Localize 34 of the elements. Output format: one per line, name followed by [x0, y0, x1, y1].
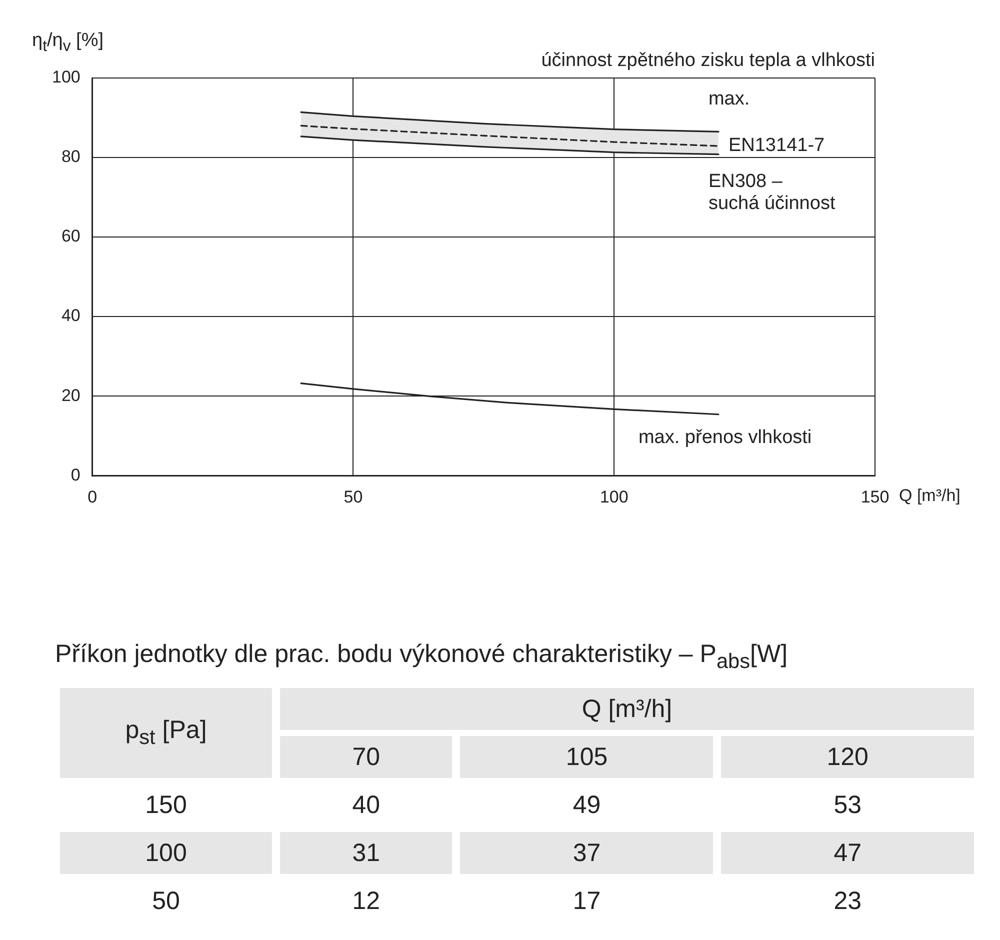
chart-title: Příkon jednotky dle prac. bodu výkonové charakteristiky – P$_{abs}$[W] [55, 640, 789, 674]
data-label: 40 [351, 790, 382, 820]
series-label: max. přenos vlhkosti [638, 427, 812, 448]
series-label: EN13141-7 [728, 135, 825, 156]
y-axis-title: p$_{st}$ [Pa] [60, 688, 272, 778]
data-label: 31 [280, 832, 452, 874]
x-axis-title: Q [m³/h] [899, 486, 960, 505]
x-tick-label: 50 [344, 487, 363, 506]
x-tick-label: 120 [721, 736, 974, 778]
data-label: 23 [832, 886, 862, 916]
series-label: EN308 – suchá účinnost [708, 171, 836, 214]
y-tick-label: 100 [52, 68, 80, 87]
table-stripe: 100 [60, 832, 272, 874]
x-tick-label: 100 [600, 487, 628, 506]
y-tick-label: 40 [61, 306, 80, 326]
data-label: 37 [460, 832, 714, 874]
x-tick-label: 150 [860, 487, 890, 506]
data-label: 49 [572, 790, 602, 820]
y-tick-label: 80 [61, 147, 80, 166]
y-tick-label: 20 [61, 386, 80, 405]
y-axis-title: η$_{t}$/η$_{v}$ [%] [32, 30, 104, 56]
data-label: 53 [832, 790, 862, 820]
y-tick-label: 60 [61, 226, 80, 246]
y-tick-label: 0 [70, 465, 80, 484]
x-axis-title: Q [m³/h] [280, 688, 974, 730]
chart-title: účinnost zpětného zisku tepla a vlhkosti [541, 50, 875, 71]
series-label: max. [708, 88, 750, 110]
x-tick-label: 0 [88, 487, 98, 506]
x-tick-label: 105 [460, 736, 714, 778]
line-series [300, 124, 720, 147]
data-label: 12 [351, 886, 382, 916]
x-tick-label: 70 [280, 736, 452, 778]
data-label: 47 [721, 832, 974, 874]
data-label: 17 [572, 886, 602, 916]
